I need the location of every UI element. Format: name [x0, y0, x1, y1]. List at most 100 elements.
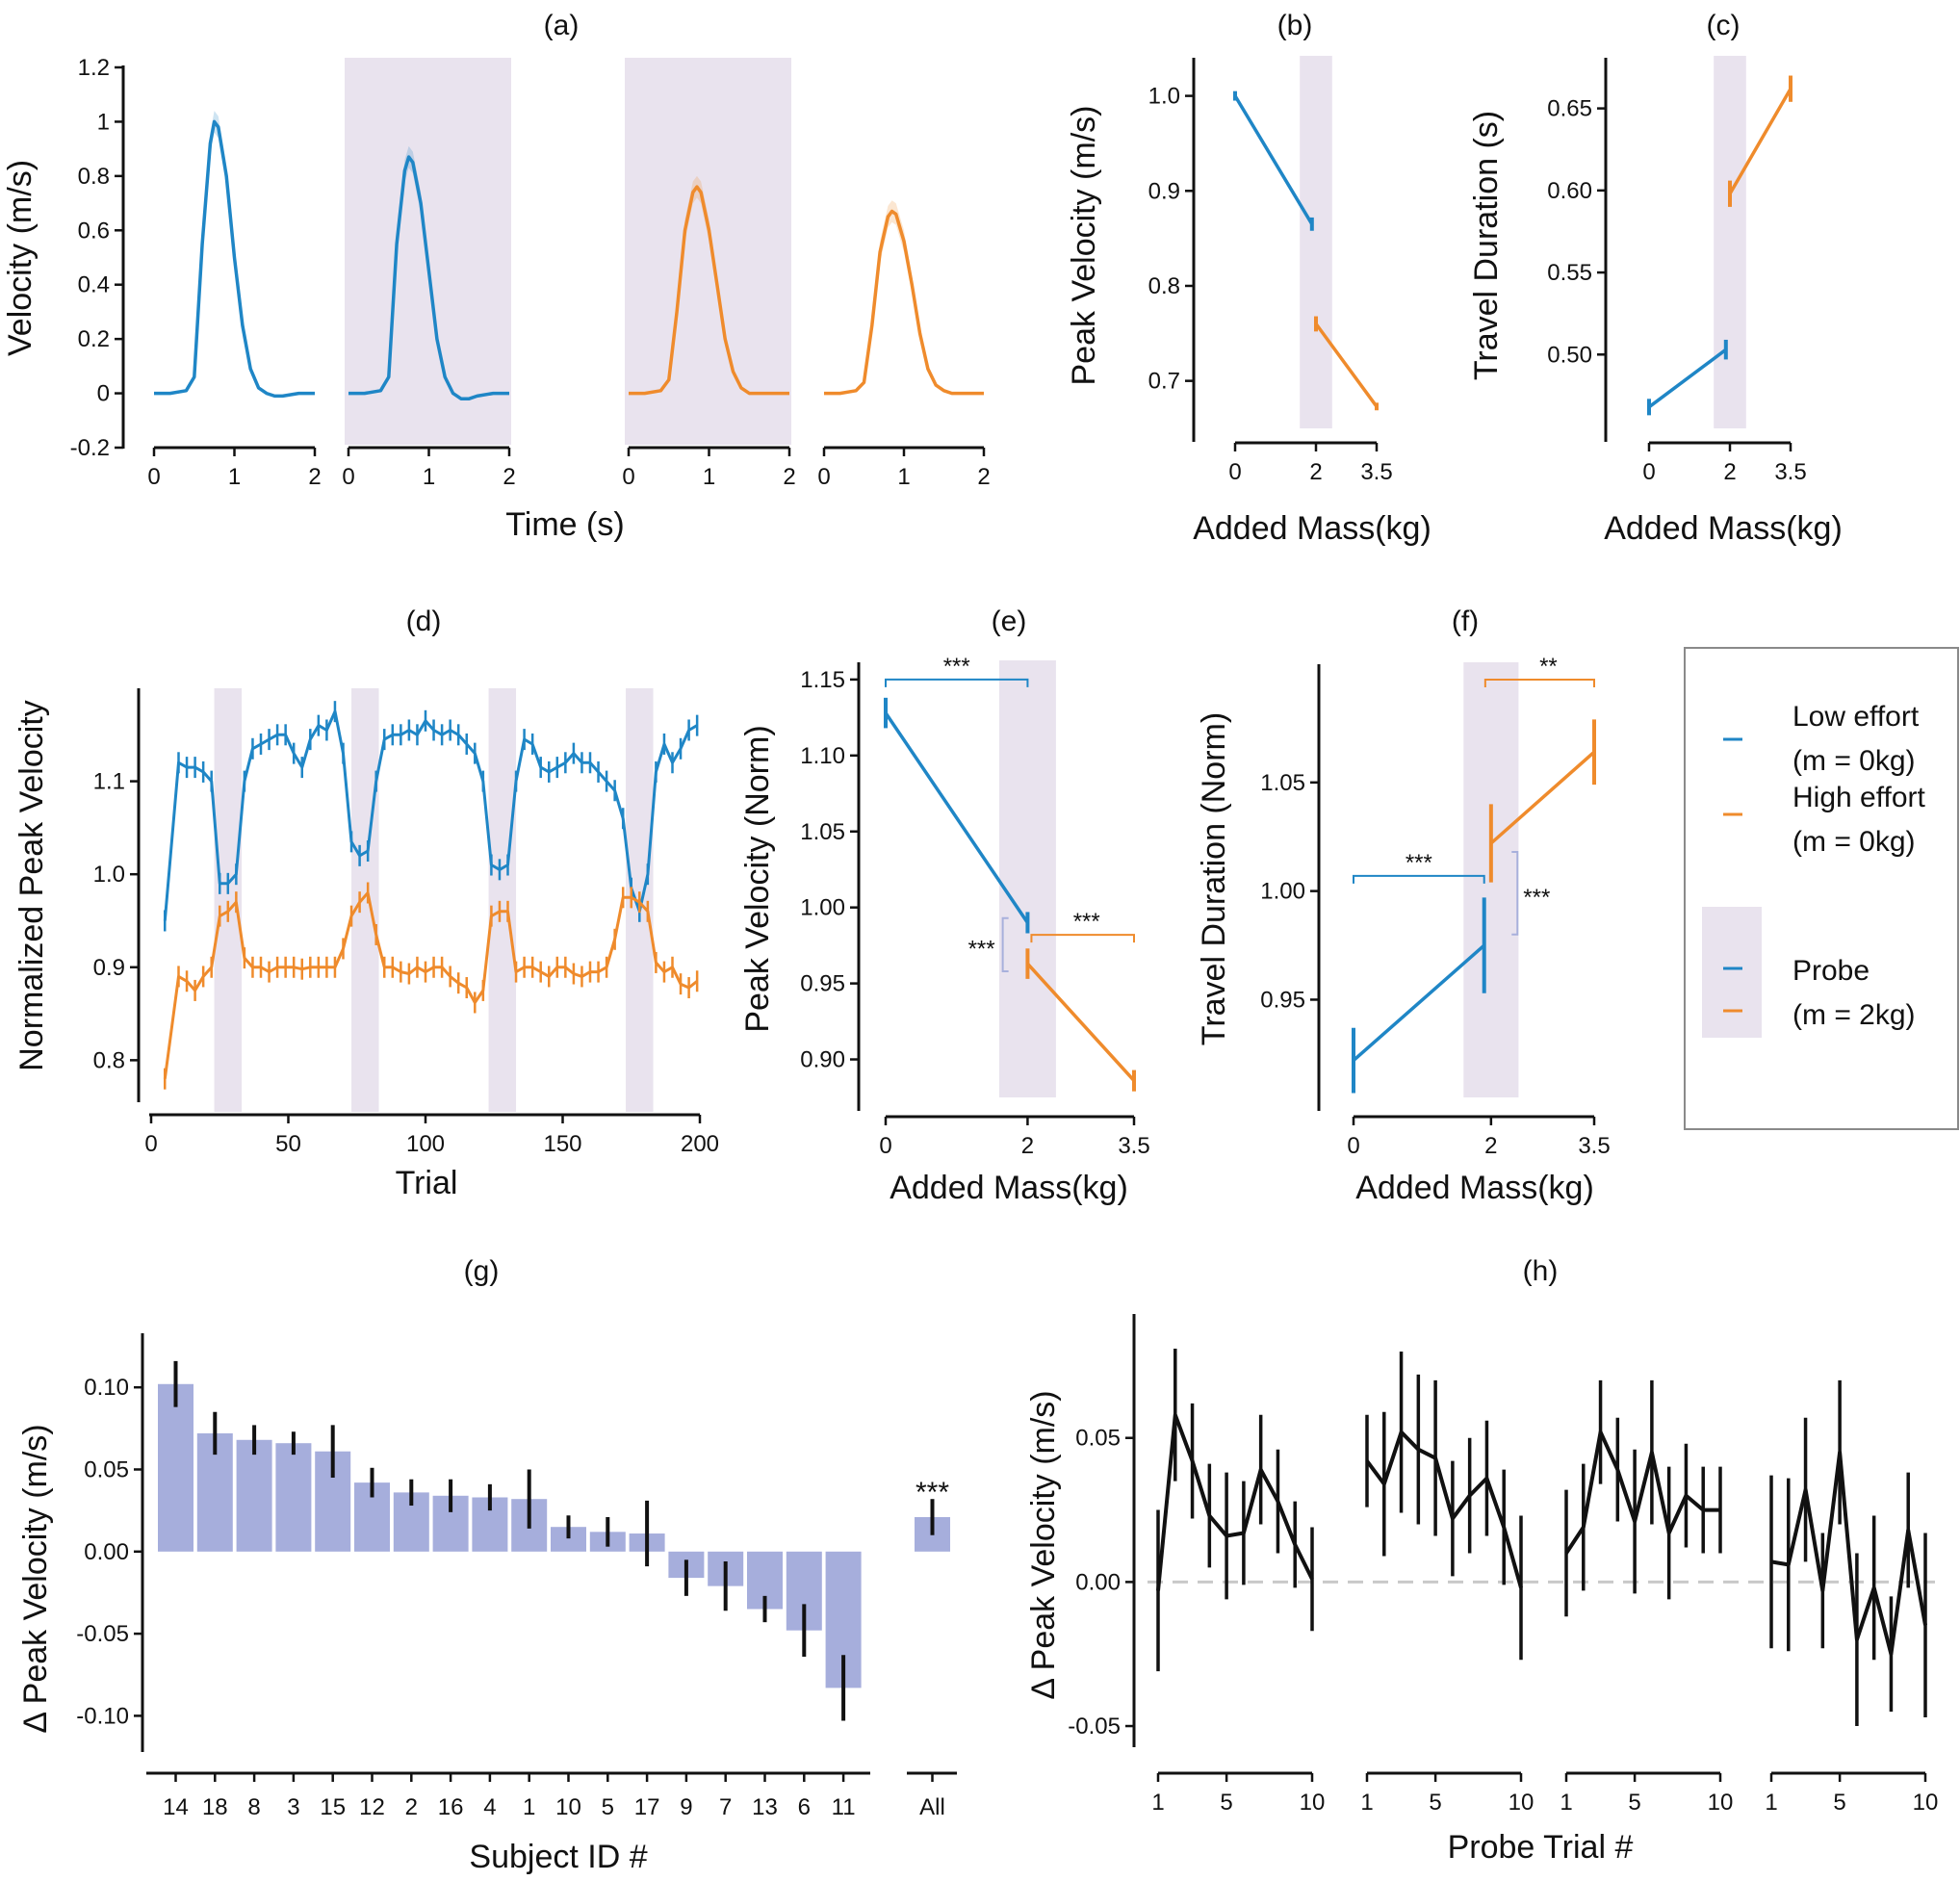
- h-block4-xtick-label: 10: [1913, 1790, 1939, 1816]
- significance-bracket-low: [885, 678, 1029, 687]
- g-xlabel: Subject ID #: [469, 1839, 647, 1875]
- panel-d: 0.8 0.9 1.0 1.1 0 50 100 150 200 (d) Trial Normaliz…: [13, 606, 719, 1201]
- g-xtick-label: 6: [798, 1794, 811, 1820]
- velocity-error-band: [629, 175, 789, 394]
- a-sub1-xtick-label: 0: [147, 464, 160, 490]
- a-sub2-xtick-label: 2: [503, 464, 515, 490]
- f-xtick-label: 2: [1484, 1133, 1497, 1159]
- f-title: (f): [1452, 606, 1479, 637]
- b-xtick-label: 2: [1309, 459, 1322, 485]
- h-block2-xtick-label: 10: [1509, 1790, 1534, 1816]
- h-block2-xtick-label: 1: [1360, 1790, 1373, 1816]
- significance-bracket-high: [1030, 934, 1135, 943]
- g-xtick-label: 17: [634, 1794, 660, 1820]
- g-xtick-label: 18: [202, 1794, 228, 1820]
- b-ytick-label: 0.8: [1148, 273, 1180, 299]
- a-sub4-xtick-label: 1: [897, 464, 910, 490]
- h-block4-xtick-label: 5: [1833, 1790, 1845, 1816]
- significance-label: ***: [1073, 909, 1100, 935]
- a-ytick-label: 1.2: [78, 55, 110, 81]
- d-ylabel: Normalized Peak Velocity: [13, 700, 50, 1071]
- d-xlabel: Trial: [396, 1165, 458, 1201]
- significance-label: ***: [943, 654, 970, 680]
- c-ytick-label: 0.65: [1547, 96, 1592, 122]
- h-block1-xtick-label: 10: [1300, 1790, 1326, 1816]
- h-title: (h): [1523, 1255, 1559, 1287]
- h-block4-xtick-label: 1: [1765, 1790, 1777, 1816]
- a-sub1-xtick-label: 1: [228, 464, 241, 490]
- g-xtick-label: 4: [483, 1794, 496, 1820]
- h-block1-xtick-label: 5: [1220, 1790, 1232, 1816]
- panel-b: 0.7 0.8 0.9 1.0 0 2 3.5 (b) Added Mass(kg) Peak V…: [1066, 10, 1431, 547]
- significance-bracket-high: [1483, 679, 1595, 687]
- panel-g: -0.10 -0.05 0.00 0.05 0.10 14 18 8 3 15 12 2 16 4 1 10 5…: [17, 1255, 957, 1875]
- d-ytick-label: 0.8: [93, 1047, 125, 1073]
- h-ytick-label: 0.00: [1075, 1569, 1121, 1595]
- f-xtick-label: 0: [1347, 1133, 1359, 1159]
- h-ytick-label: 0.05: [1075, 1426, 1121, 1452]
- a-sub2-xtick-label: 1: [423, 464, 435, 490]
- g-xtick-label: 11: [832, 1794, 856, 1820]
- h-block2-xtick-label: 5: [1429, 1790, 1441, 1816]
- high-effort-line: [1489, 750, 1596, 845]
- c-ytick-label: 0.50: [1547, 342, 1592, 368]
- d-xtick-label: 150: [543, 1131, 581, 1157]
- e-xtick-label: 3.5: [1118, 1133, 1149, 1159]
- d-ytick-label: 1.1: [93, 769, 125, 795]
- legend-probe-patch: [1702, 907, 1762, 1038]
- legend-low-label: Low effort: [1792, 701, 1920, 733]
- g-xtick-label: All: [919, 1794, 945, 1820]
- g-ytick-label: 0.00: [84, 1539, 129, 1565]
- low-effort-trace: [163, 709, 698, 921]
- velocity-error-band: [824, 200, 984, 394]
- g-xtick-label: 14: [163, 1794, 189, 1820]
- e-ytick-label: 1.10: [800, 743, 845, 769]
- a-ytick-label: 0.8: [78, 164, 110, 190]
- d-ytick-label: 0.9: [93, 955, 125, 981]
- d-xtick-label: 50: [275, 1131, 301, 1157]
- a-sub3-xtick-label: 2: [783, 464, 795, 490]
- f-ytick-label: 1.00: [1260, 879, 1305, 905]
- legend-high-label: High effort: [1792, 782, 1926, 813]
- g-ylabel: Δ Peak Velocity (m/s): [17, 1424, 54, 1733]
- g-xtick-label: 5: [602, 1794, 614, 1820]
- velocity-trace: [154, 119, 315, 399]
- g-xtick-label: 3: [287, 1794, 299, 1820]
- a-sub3-xtick-label: 1: [703, 464, 715, 490]
- probe-trial-trace: [1564, 1430, 1720, 1555]
- a-sub3-xtick-label: 0: [622, 464, 634, 490]
- panel-a: -0.200.20.40.60.811.20 1 2 0 1 2 0 1 2 0 1 2(a)Time…: [2, 10, 991, 543]
- b-ytick-label: 0.9: [1148, 178, 1180, 204]
- probe-trial-trace: [1365, 1430, 1523, 1588]
- legend-low-mass: (m = 0kg): [1792, 745, 1916, 777]
- a-ytick-label: 0.2: [78, 326, 110, 352]
- significance-label: ***: [916, 1477, 949, 1508]
- a-xlabel: Time (s): [505, 506, 624, 543]
- b-title: (b): [1277, 10, 1313, 41]
- significance-label: ***: [1523, 885, 1550, 911]
- b-xtick-label: 3.5: [1360, 459, 1392, 485]
- high-effort-trace: [163, 891, 699, 1079]
- g-xtick-label: 13: [752, 1794, 778, 1820]
- probe-background: [351, 688, 379, 1112]
- f-ytick-label: 0.95: [1260, 987, 1305, 1013]
- g-xtick-label: 9: [680, 1794, 692, 1820]
- probe-trial-trace: [1770, 1450, 1927, 1657]
- e-ylabel: Peak Velocity (Norm): [739, 725, 776, 1032]
- a-ytick-label: 0.6: [78, 218, 110, 244]
- a-sub2-xtick-label: 0: [342, 464, 354, 490]
- e-ytick-label: 1.15: [800, 667, 845, 693]
- g-ytick-label: -0.10: [76, 1703, 129, 1729]
- a-sub1-xtick-label: 2: [308, 464, 321, 490]
- g-ytick-label: 0.05: [84, 1456, 129, 1482]
- g-xtick-label: 16: [438, 1794, 464, 1820]
- h-block3-xtick-label: 1: [1560, 1790, 1572, 1816]
- e-xlabel: Added Mass(kg): [890, 1170, 1128, 1206]
- probe-background: [488, 688, 517, 1112]
- h-block3-xtick-label: 5: [1628, 1790, 1640, 1816]
- c-xlabel: Added Mass(kg): [1604, 510, 1843, 547]
- h-ytick-label: -0.05: [1068, 1714, 1121, 1739]
- g-xtick-label: 12: [359, 1794, 385, 1820]
- e-xtick-label: 0: [879, 1133, 891, 1159]
